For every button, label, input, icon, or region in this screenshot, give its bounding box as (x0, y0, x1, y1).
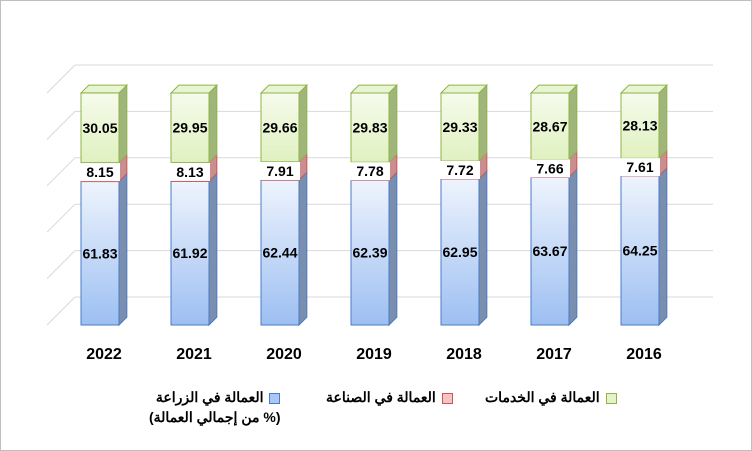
data-label-2018-0: 62.95 (442, 244, 477, 260)
bar-side-2 (118, 83, 128, 164)
legend-label-industry: العمالة في الصناعة (326, 389, 436, 405)
bar-segment-2017-0 (530, 176, 570, 326)
x-tick-2020: 2020 (266, 346, 302, 363)
data-label-2018-2: 29.33 (442, 119, 477, 135)
data-label-2022-2: 30.05 (82, 120, 117, 136)
bar-segment-2018-0 (440, 178, 480, 326)
bar-top (349, 84, 399, 94)
bar-top (529, 84, 579, 94)
data-label-box (260, 161, 300, 180)
gridline-depth (46, 64, 76, 94)
bar-stack-2019 (349, 83, 399, 327)
unit-note: (% من إجمالي العمالة) (149, 409, 281, 425)
gridline-depth (46, 111, 76, 140)
bar-top (169, 84, 219, 94)
bar-side-0 (478, 169, 488, 327)
data-label-box (620, 158, 660, 177)
data-labels: 61.83 8.15 30.05 61.92 8.13 29.95 62.44 7.91 29.… (80, 118, 660, 261)
data-label-2022-0: 61.83 (82, 245, 117, 261)
gridline-depth (46, 157, 76, 187)
bar-segment-2016-0 (620, 175, 660, 326)
data-label-2022-1: 8.15 (86, 164, 113, 180)
bar-side-2 (298, 83, 308, 163)
data-label-2020-0: 62.44 (262, 245, 297, 261)
bar-side-2 (388, 83, 398, 164)
bar-side-0 (388, 171, 398, 327)
x-tick-labels: 2022 2021 2020 2019 2018 2017 2016 (86, 346, 662, 363)
bar-segment-2019-0 (350, 179, 390, 326)
data-label-2016-0: 64.25 (622, 242, 657, 258)
bar-stack-2020 (259, 83, 309, 327)
bar-side-0 (118, 172, 128, 327)
bar-side-2 (568, 83, 578, 161)
bar-side-0 (208, 172, 218, 327)
data-label-box (440, 161, 480, 180)
legend-label-agriculture: العمالة في الزراعة (155, 389, 264, 405)
bar-side-2 (478, 83, 488, 163)
data-label-2020-2: 29.66 (262, 119, 297, 135)
data-label-2021-0: 61.92 (172, 245, 207, 261)
data-label-2016-2: 28.13 (622, 118, 657, 134)
bar-side-2 (208, 83, 218, 164)
bar-top (79, 84, 129, 94)
bar-side-2 (658, 83, 668, 160)
x-tick-2022: 2022 (86, 346, 122, 363)
bar-stack-2016 (619, 83, 669, 327)
legend-swatch-agriculture (269, 392, 281, 404)
x-tick-2018: 2018 (446, 346, 482, 363)
legend-item-agriculture: العمالة في الزراعة (% من إجمالي العمالة) (149, 387, 281, 427)
gridline-depth (46, 203, 76, 233)
data-label-2017-0: 63.67 (532, 243, 567, 259)
data-label-2019-2: 29.83 (352, 120, 387, 136)
bar-top (439, 84, 489, 94)
bar-top (259, 84, 309, 94)
gridline-depth (46, 250, 76, 279)
data-label-2017-2: 28.67 (532, 118, 567, 134)
data-label-2016-1: 7.61 (626, 159, 653, 175)
bar-segment-2020-2 (260, 92, 300, 163)
legend-item-industry: العمالة في الصناعة (326, 387, 453, 407)
data-label-box (530, 159, 570, 178)
bar-side-0 (298, 171, 308, 327)
x-tick-2017: 2017 (536, 346, 572, 363)
x-tick-2016: 2016 (626, 346, 662, 363)
data-label-2019-1: 7.78 (356, 163, 383, 179)
bar-segment-2016-2 (620, 92, 660, 159)
bar-segment-2017-2 (530, 92, 570, 161)
legend-label-services: العمالة في الخدمات (485, 389, 600, 405)
bar-segment-2022-0 (80, 181, 120, 326)
bar-top (619, 84, 669, 94)
data-label-2021-1: 8.13 (176, 164, 203, 180)
data-label-box (80, 163, 120, 182)
bar-segment-2020-0 (260, 179, 300, 326)
x-tick-2021: 2021 (176, 346, 212, 363)
legend-swatch-industry (441, 392, 453, 404)
bar-segment-2021-2 (170, 92, 210, 163)
x-tick-2019: 2019 (356, 346, 392, 363)
legend-item-services: العمالة في الخدمات (485, 387, 617, 407)
data-label-box (170, 162, 210, 181)
bar-side-0 (568, 168, 578, 327)
bar-segment-2018-2 (440, 92, 480, 162)
data-label-box (350, 162, 390, 181)
bar-side-0 (658, 166, 668, 327)
data-label-2018-1: 7.72 (446, 162, 473, 178)
gridline-depth (46, 296, 76, 326)
data-label-2019-0: 62.39 (352, 245, 387, 261)
data-label-2021-2: 29.95 (172, 120, 207, 136)
bar-stack-2018 (439, 83, 489, 327)
legend-swatch-services (605, 392, 617, 404)
data-label-2020-1: 7.91 (266, 163, 293, 179)
data-label-2017-1: 7.66 (536, 160, 563, 176)
bar-segment-2022-2 (80, 92, 120, 164)
